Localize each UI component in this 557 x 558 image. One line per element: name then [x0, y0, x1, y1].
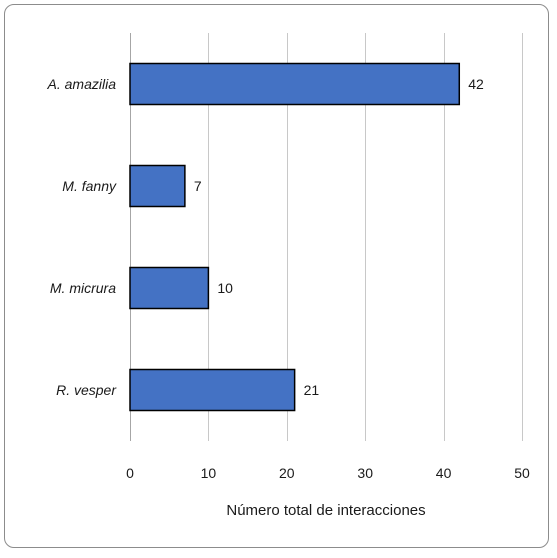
x-tick-label-50: 50	[514, 465, 530, 481]
x-tick-label-20: 20	[279, 465, 295, 481]
x-axis-title: Número total de interacciones	[226, 502, 425, 519]
x-tick-label-40: 40	[436, 465, 452, 481]
category-label-3: R. vesper	[56, 382, 117, 398]
data-label-3: 21	[304, 382, 320, 398]
category-label-1: M. fanny	[62, 178, 117, 194]
data-label-2: 10	[217, 280, 233, 296]
x-tick-labels: 0 10 20 30 40 50	[126, 465, 530, 481]
bar-3	[129, 368, 296, 412]
bar-0	[129, 62, 461, 106]
x-tick-label-0: 0	[126, 465, 134, 481]
category-label-0: A. amazilia	[47, 76, 117, 92]
category-label-2: M. micrura	[50, 280, 116, 296]
category-labels: A. amazilia M. fanny M. micrura R. vesper	[47, 76, 118, 398]
data-labels: 42 7 10 21	[194, 76, 484, 398]
x-tick-label-10: 10	[201, 465, 217, 481]
x-tick-label-30: 30	[357, 465, 373, 481]
bars	[129, 62, 461, 412]
bar-2	[129, 266, 210, 310]
data-label-0: 42	[468, 76, 484, 92]
bar-1	[129, 164, 186, 208]
data-label-1: 7	[194, 178, 202, 194]
